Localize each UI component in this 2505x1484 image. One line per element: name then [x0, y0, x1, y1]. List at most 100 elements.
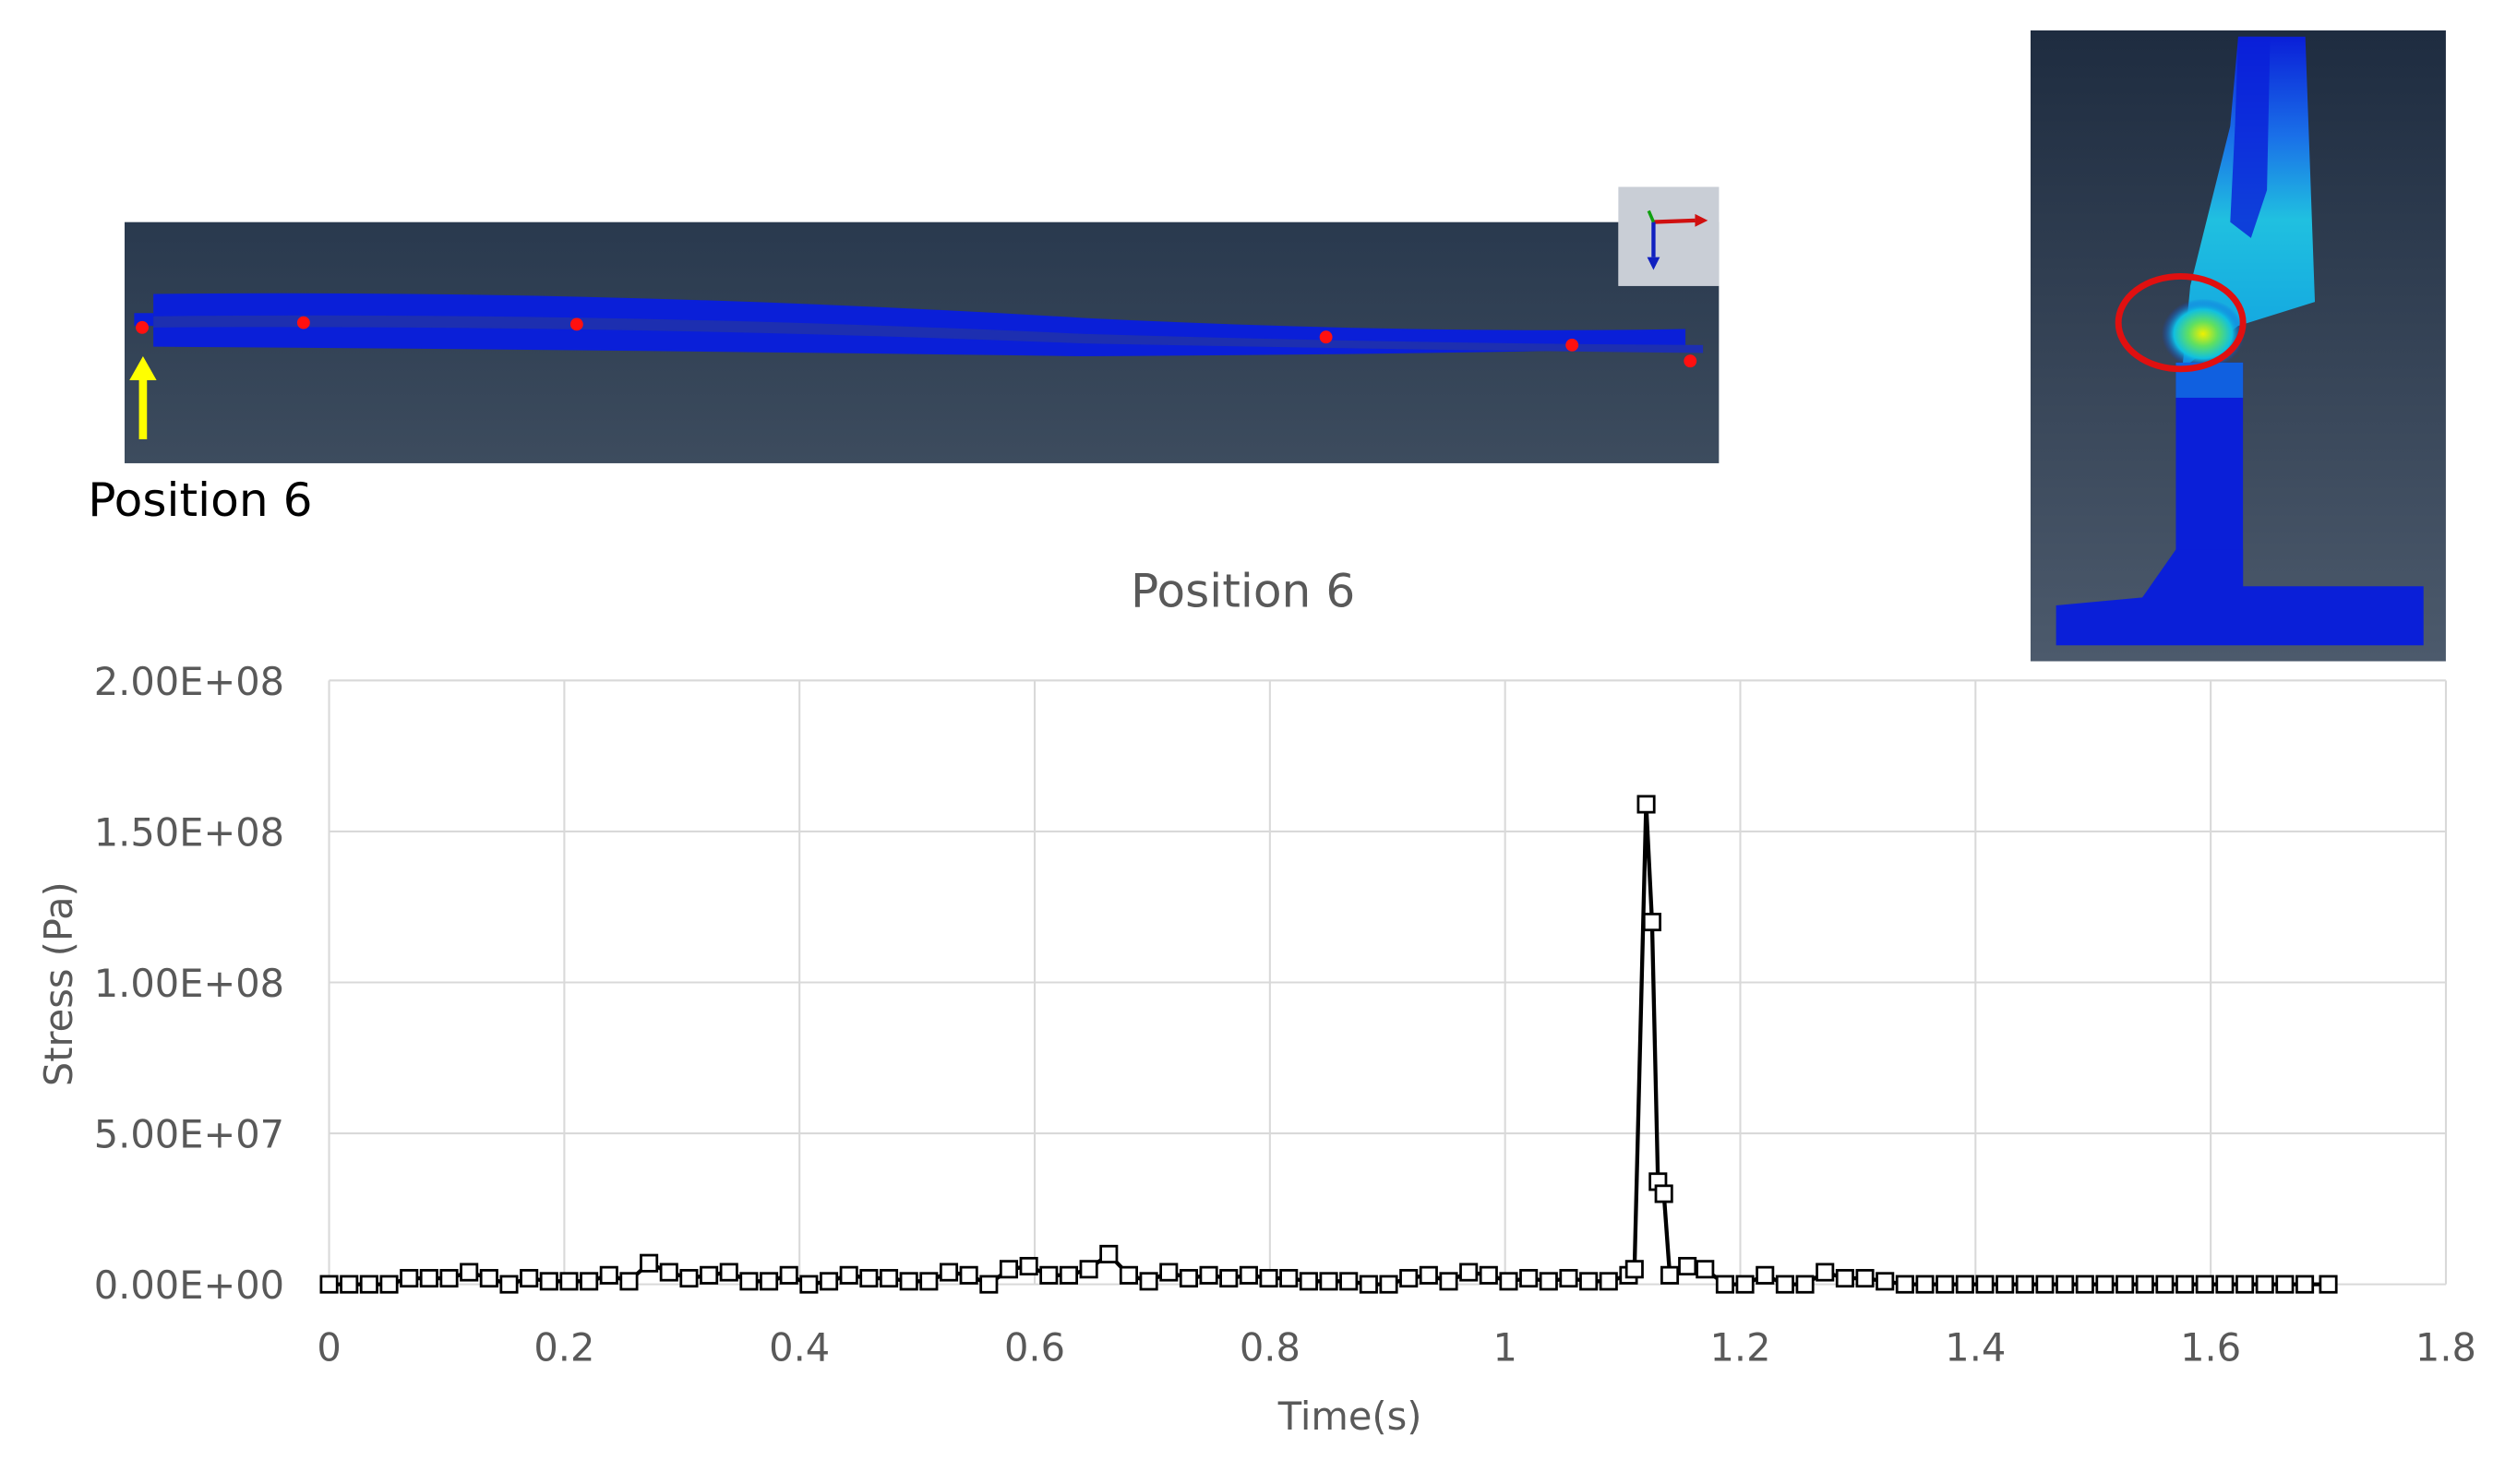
data-point-marker	[1439, 1272, 1458, 1291]
data-point-marker	[1636, 795, 1656, 814]
data-point-marker	[1654, 1184, 1673, 1203]
data-point-marker	[2075, 1275, 2094, 1294]
data-point-marker	[679, 1269, 699, 1288]
data-point-marker	[2175, 1275, 2195, 1294]
data-point-marker	[939, 1263, 959, 1282]
data-point-marker	[1259, 1269, 1278, 1288]
marker-point	[569, 317, 583, 331]
data-point-marker	[2319, 1275, 2338, 1294]
data-point-marker	[1559, 1269, 1578, 1288]
data-point-marker	[1139, 1272, 1158, 1291]
x-tick-label: 1.8	[2415, 1325, 2476, 1370]
data-point-marker	[1499, 1272, 1518, 1291]
data-point-marker	[1936, 1275, 1955, 1294]
data-point-marker	[539, 1272, 558, 1291]
data-point-marker	[999, 1260, 1019, 1279]
position-label: Position 6	[88, 473, 313, 528]
marker-point	[1684, 354, 1697, 368]
data-point-marker	[1599, 1272, 1618, 1291]
data-point-marker	[1059, 1265, 1079, 1285]
load-arrow-icon	[129, 355, 157, 439]
data-point-marker	[700, 1265, 719, 1285]
marker-point	[296, 316, 310, 329]
data-point-marker	[1539, 1272, 1558, 1291]
x-tick-label: 0.2	[533, 1325, 594, 1370]
highlight-circle	[2115, 272, 2247, 373]
data-point-marker	[1319, 1272, 1338, 1291]
data-point-marker	[1099, 1244, 1119, 1263]
data-point-marker	[1279, 1269, 1299, 1288]
data-point-marker	[580, 1272, 599, 1291]
y-tick-labels: 0.00E+00 5.00E+07 1.00E+08 1.50E+08 2.00E+08	[94, 659, 284, 1308]
data-point-marker	[879, 1269, 899, 1288]
data-point-marker	[2215, 1275, 2235, 1294]
data-point-marker	[1239, 1265, 1258, 1285]
data-point-marker	[2275, 1275, 2295, 1294]
data-point-marker	[719, 1263, 738, 1282]
y-gridlines	[329, 679, 2446, 1286]
data-point-marker	[1399, 1269, 1419, 1288]
data-point-marker	[1696, 1260, 1715, 1279]
data-point-marker	[419, 1269, 438, 1288]
data-point-marker	[520, 1269, 539, 1288]
data-point-marker	[1678, 1256, 1697, 1276]
data-point-marker	[739, 1272, 759, 1291]
data-point-marker	[919, 1272, 939, 1291]
data-point-marker	[1019, 1256, 1038, 1276]
marker-point	[1565, 338, 1579, 352]
data-point-marker	[1579, 1272, 1599, 1291]
chart-title: Position 6	[1131, 564, 1355, 618]
data-point-marker	[1299, 1272, 1318, 1291]
series-line	[329, 804, 2329, 1287]
data-point-marker	[359, 1275, 378, 1294]
x-tick-label: 1	[1492, 1325, 1516, 1370]
x-tick-label: 1.6	[2180, 1325, 2241, 1370]
data-point-marker	[1775, 1275, 1794, 1294]
data-point-marker	[1359, 1275, 1378, 1294]
data-point-marker	[559, 1272, 579, 1291]
data-point-marker	[1519, 1269, 1539, 1288]
data-point-marker	[499, 1275, 519, 1294]
data-point-marker	[1419, 1265, 1438, 1285]
x-tick-label: 0	[317, 1325, 341, 1370]
stress-time-chart: Position 6 0 0.2 0.4 0.6 0.8 1 1.2 1.4 1.6 1.8 0.…	[36, 564, 2476, 1439]
data-point-marker	[2056, 1275, 2075, 1294]
marker-point	[1319, 330, 1333, 344]
data-point-marker	[319, 1275, 339, 1294]
data-point-marker	[1660, 1265, 1680, 1285]
data-point-marker	[599, 1265, 618, 1285]
rail-model-graphic: Y X Z	[125, 186, 1720, 463]
data-point-marker	[1756, 1265, 1775, 1285]
data-point-marker	[1835, 1269, 1854, 1288]
x-tick-label: 1.2	[1709, 1325, 1770, 1370]
data-point-marker	[1219, 1269, 1239, 1288]
x-tick-labels: 0 0.2 0.4 0.6 0.8 1 1.2 1.4 1.6 1.8	[317, 1325, 2476, 1370]
data-point-marker	[1895, 1275, 1914, 1294]
data-point-marker	[1199, 1265, 1218, 1285]
y-tick-label: 5.00E+07	[94, 1112, 284, 1157]
data-point-marker	[2295, 1275, 2315, 1294]
data-point-marker	[1642, 913, 1661, 932]
data-point-marker	[640, 1253, 659, 1273]
cross-section-graphic	[2030, 30, 2446, 662]
data-point-marker	[1876, 1272, 1895, 1291]
data-point-marker	[779, 1265, 798, 1285]
data-point-marker	[820, 1272, 839, 1291]
data-point-marker	[479, 1269, 498, 1288]
data-point-marker	[619, 1272, 639, 1291]
data-point-marker	[2135, 1275, 2154, 1294]
data-point-marker	[2035, 1275, 2055, 1294]
data-point-marker	[2195, 1275, 2214, 1294]
data-point-marker	[1179, 1269, 1198, 1288]
data-point-marker	[1795, 1275, 1815, 1294]
data-point-marker	[439, 1269, 459, 1288]
data-point-marker	[1855, 1269, 1875, 1288]
data-point-marker	[959, 1265, 978, 1285]
data-point-marker	[979, 1275, 999, 1294]
data-point-marker	[1339, 1272, 1359, 1291]
x-tick-label: 0.6	[1004, 1325, 1065, 1370]
data-point-marker	[1119, 1265, 1138, 1285]
rail-cross-section-view	[2030, 30, 2446, 662]
marker-point	[136, 320, 149, 334]
data-point-marker	[859, 1269, 879, 1288]
